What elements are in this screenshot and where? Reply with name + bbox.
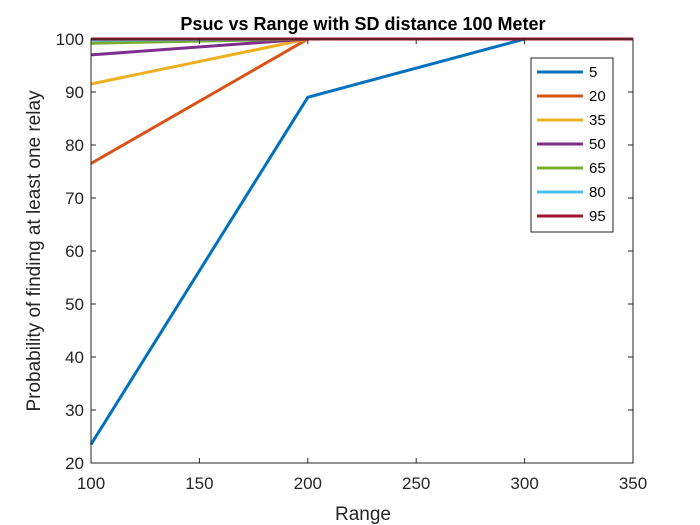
y-tick-label: 60 [65, 242, 84, 261]
legend: 5 20 35 50 65 80 95 [530, 57, 614, 233]
legend-label-95: 95 [589, 208, 606, 225]
y-tick-label: 70 [65, 189, 84, 208]
x-tick-label: 100 [77, 474, 105, 493]
legend-label-5: 5 [589, 64, 597, 81]
y-axis-title: Probability of finding at least one rela… [24, 90, 45, 412]
legend-label-20: 20 [589, 88, 606, 105]
legend-label-80: 80 [589, 184, 606, 201]
legend-label-65: 65 [589, 160, 606, 177]
y-tick-label: 40 [65, 348, 84, 367]
x-tick-label: 150 [185, 474, 213, 493]
chart-title: Psuc vs Range with SD distance 100 Meter [180, 14, 545, 34]
y-tick-label: 90 [65, 83, 84, 102]
x-axis-title: Range [335, 504, 391, 525]
y-tick-label: 50 [65, 295, 84, 314]
y-tick-label: 80 [65, 136, 84, 155]
legend-label-50: 50 [589, 136, 606, 153]
y-tick-label: 20 [65, 454, 84, 473]
x-tick-label: 250 [402, 474, 430, 493]
y-tick-label: 100 [56, 30, 84, 49]
y-tick-label: 30 [65, 401, 84, 420]
axes-layer: 100 150 200 250 300 350 20 30 40 50 60 70 80 90 100 [56, 30, 648, 493]
x-tick-label: 300 [510, 474, 538, 493]
x-tick-label: 200 [294, 474, 322, 493]
x-tick-label: 350 [619, 474, 647, 493]
legend-label-35: 35 [589, 112, 606, 129]
